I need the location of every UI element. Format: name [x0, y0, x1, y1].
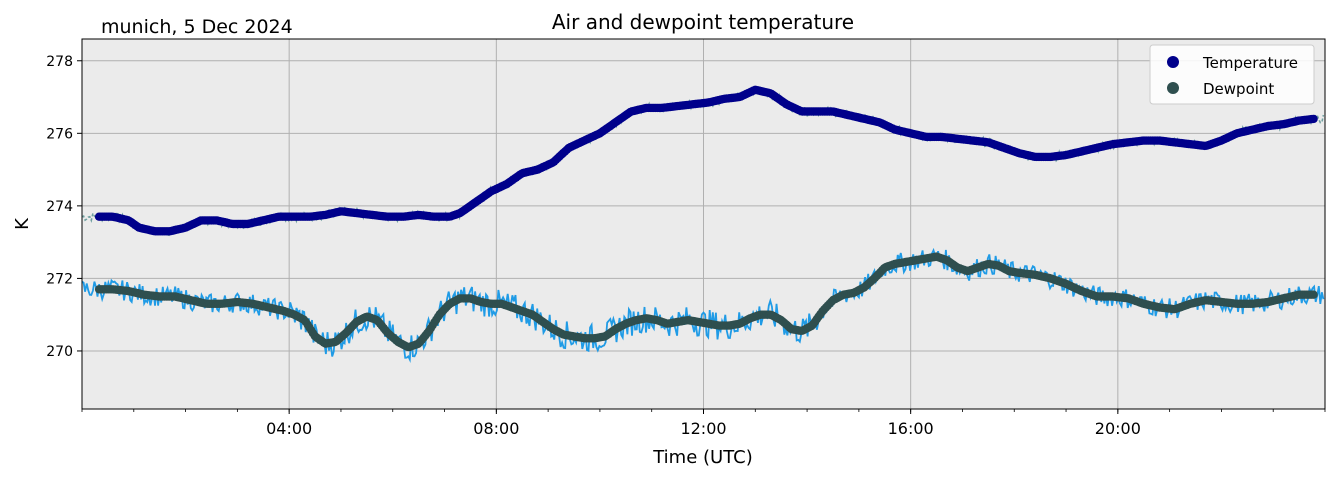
legend-marker-temperature: [1167, 56, 1179, 68]
series-dewpoint: [94, 252, 1318, 352]
dewpoint-point: [1309, 290, 1318, 299]
chart-title: Air and dewpoint temperature: [552, 10, 854, 34]
temperature-point: [1309, 114, 1318, 124]
x-tick-label: 16:00: [888, 419, 934, 438]
series-temperature: [94, 85, 1318, 236]
x-tick-label: 04:00: [266, 419, 312, 438]
y-tick-label: 276: [46, 126, 73, 142]
x-tick-label: 08:00: [473, 419, 519, 438]
location-date-label: munich, 5 Dec 2024: [101, 16, 293, 38]
legend-label-dewpoint: Dewpoint: [1203, 80, 1274, 98]
y-tick-label: 278: [46, 54, 73, 70]
y-tick-label: 274: [46, 199, 73, 215]
legend-marker-dewpoint: [1167, 82, 1179, 94]
series: [94, 85, 1318, 352]
y-axis-ticks: 270 272 274 276 278: [46, 54, 82, 360]
legend-label-temperature: Temperature: [1202, 54, 1298, 72]
x-tick-label: 12:00: [680, 419, 726, 438]
legend-box: [1149, 44, 1315, 105]
y-tick-label: 270: [46, 344, 73, 360]
x-axis-ticks: 04:00 08:00 12:00 16:00 20:00: [81, 409, 1326, 438]
y-tick-label: 272: [46, 271, 73, 287]
y-axis-label: K: [12, 217, 33, 230]
x-tick-label: 20:00: [1095, 419, 1141, 438]
legend: Temperature Dewpoint: [1149, 44, 1315, 105]
x-axis-label: Time (UTC): [652, 447, 753, 468]
